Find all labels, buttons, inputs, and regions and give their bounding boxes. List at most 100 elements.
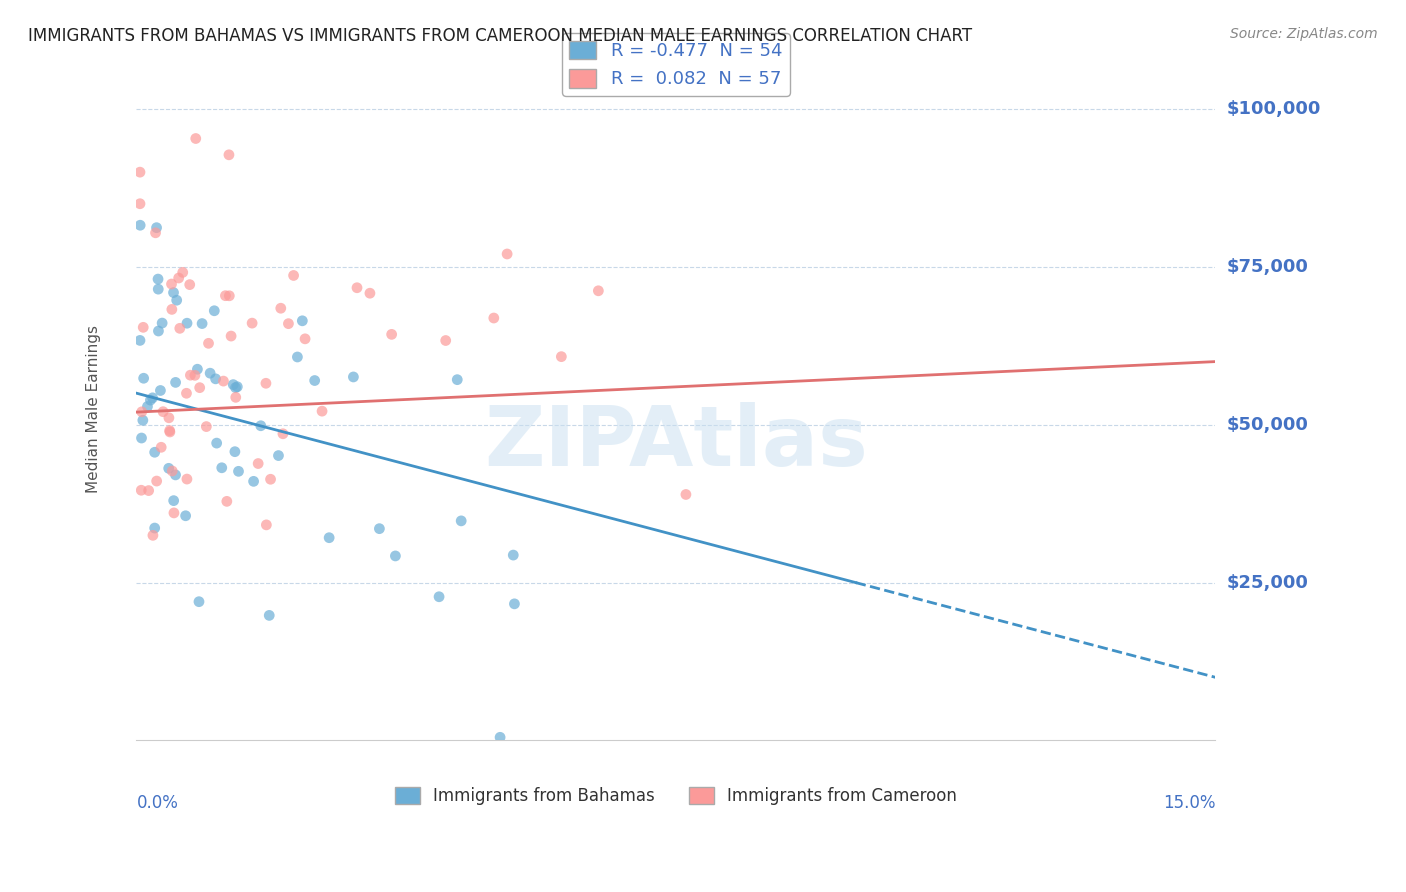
Point <box>139 393 162 408</box>
Point <box>179 277 201 292</box>
Point <box>224 444 246 458</box>
Point <box>132 320 155 334</box>
Point <box>138 483 160 498</box>
Point <box>283 268 305 283</box>
Point <box>215 494 238 508</box>
Text: $25,000: $25,000 <box>1226 574 1308 591</box>
Point <box>188 595 211 609</box>
Text: 0.0%: 0.0% <box>136 794 179 812</box>
Point <box>160 302 183 317</box>
Point <box>152 405 174 419</box>
Legend: Immigrants from Bahamas, Immigrants from Cameroon: Immigrants from Bahamas, Immigrants from… <box>388 780 963 812</box>
Point <box>129 165 152 179</box>
Point <box>240 316 263 330</box>
Point <box>142 528 165 542</box>
Point <box>129 196 152 211</box>
Point <box>247 457 270 471</box>
Point <box>163 493 186 508</box>
Point <box>226 380 249 394</box>
Point <box>167 271 190 285</box>
Point <box>202 303 225 318</box>
Point <box>211 460 233 475</box>
Point <box>176 316 198 330</box>
Point <box>150 440 173 454</box>
Point <box>142 391 165 405</box>
Point <box>228 464 250 478</box>
Text: 15.0%: 15.0% <box>1163 794 1215 812</box>
Point <box>176 472 198 486</box>
Point <box>132 413 155 427</box>
Point <box>342 370 364 384</box>
Text: IMMIGRANTS FROM BAHAMAS VS IMMIGRANTS FROM CAMEROON MEDIAN MALE EARNINGS CORRELA: IMMIGRANTS FROM BAHAMAS VS IMMIGRANTS FR… <box>28 27 972 45</box>
Point <box>270 301 292 316</box>
Point <box>145 226 167 240</box>
Point <box>311 404 333 418</box>
Point <box>259 472 281 486</box>
Point <box>218 289 240 303</box>
Point <box>381 327 404 342</box>
Point <box>346 281 368 295</box>
Point <box>225 390 247 404</box>
Point <box>214 288 236 302</box>
Point <box>254 517 277 532</box>
Point <box>162 464 184 478</box>
Point <box>191 317 214 331</box>
Point <box>291 314 314 328</box>
Point <box>165 376 187 390</box>
Point <box>184 131 207 145</box>
Point <box>172 265 194 279</box>
Point <box>450 514 472 528</box>
Point <box>482 311 505 326</box>
Point <box>162 285 184 300</box>
Point <box>675 487 697 501</box>
Text: $100,000: $100,000 <box>1226 100 1320 118</box>
Point <box>186 362 208 376</box>
Point <box>219 329 242 343</box>
Point <box>165 467 187 482</box>
Point <box>129 483 152 498</box>
Point <box>195 419 218 434</box>
Point <box>502 548 524 562</box>
Point <box>550 350 572 364</box>
Point <box>136 400 159 414</box>
Point <box>225 381 247 395</box>
Point <box>368 522 391 536</box>
Point <box>212 374 235 388</box>
Text: $75,000: $75,000 <box>1226 258 1308 276</box>
Point <box>169 321 191 335</box>
Point <box>143 521 166 535</box>
Point <box>176 386 198 401</box>
Point <box>174 508 197 523</box>
Point <box>588 284 610 298</box>
Point <box>384 549 406 563</box>
Point <box>218 148 240 162</box>
Point <box>242 475 264 489</box>
Point <box>287 350 309 364</box>
Point <box>277 317 299 331</box>
Point <box>149 384 172 398</box>
Point <box>294 332 316 346</box>
Point <box>148 282 170 296</box>
Point <box>205 436 228 450</box>
Point <box>496 247 519 261</box>
Point <box>129 334 152 348</box>
Point <box>489 731 512 745</box>
Text: $50,000: $50,000 <box>1226 416 1308 434</box>
Point <box>150 316 173 330</box>
Point <box>166 293 188 308</box>
Point <box>157 410 180 425</box>
Point <box>179 368 201 383</box>
Point <box>222 377 245 392</box>
Point <box>184 368 207 383</box>
Point <box>129 219 152 233</box>
Point <box>197 336 219 351</box>
Point <box>267 449 290 463</box>
Point <box>318 531 340 545</box>
Point <box>132 371 155 385</box>
Point <box>131 405 153 419</box>
Point <box>427 590 450 604</box>
Point <box>143 445 166 459</box>
Point <box>204 372 226 386</box>
Point <box>159 424 181 438</box>
Point <box>249 418 271 433</box>
